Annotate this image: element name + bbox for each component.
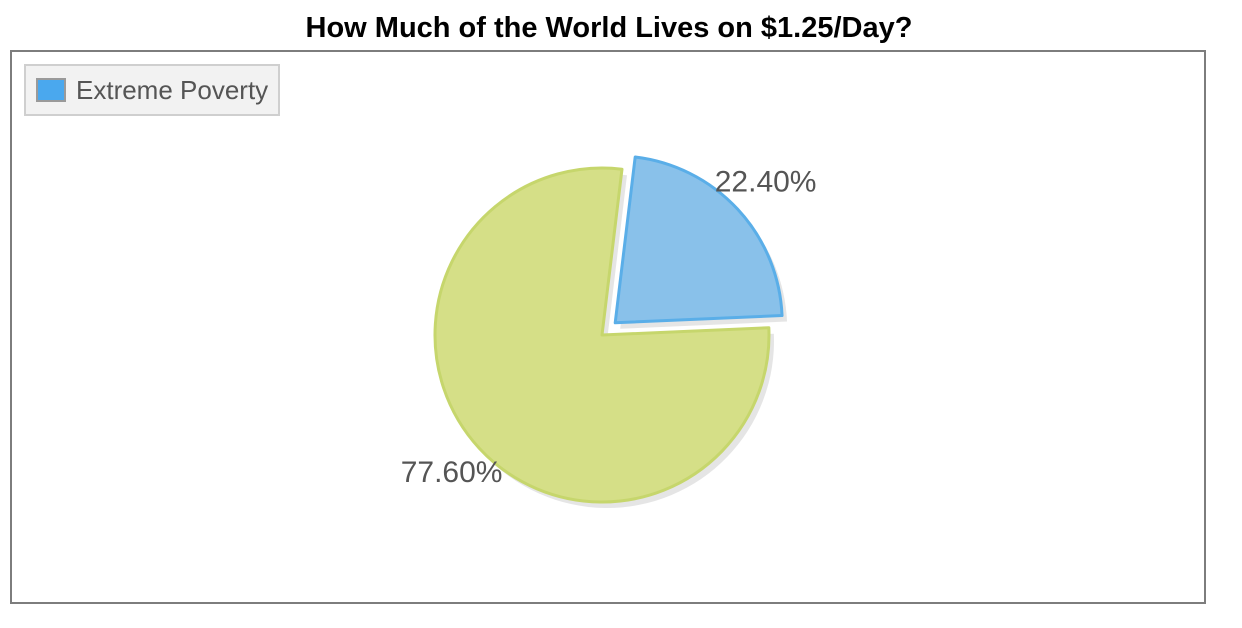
data-label-extreme-poverty: 22.40% bbox=[715, 165, 817, 198]
chart-title: How Much of the World Lives on $1.25/Day… bbox=[305, 12, 913, 44]
pie-slice-extreme-poverty[interactable] bbox=[613, 155, 784, 325]
legend-label-extreme-poverty: Extreme Poverty bbox=[76, 74, 269, 105]
legend[interactable]: Extreme Poverty bbox=[24, 64, 281, 116]
legend-swatch-extreme-poverty bbox=[36, 78, 66, 102]
pie-slice-other[interactable] bbox=[433, 166, 771, 504]
pie-slices bbox=[433, 155, 784, 504]
data-label-other: 77.60% bbox=[401, 456, 503, 489]
